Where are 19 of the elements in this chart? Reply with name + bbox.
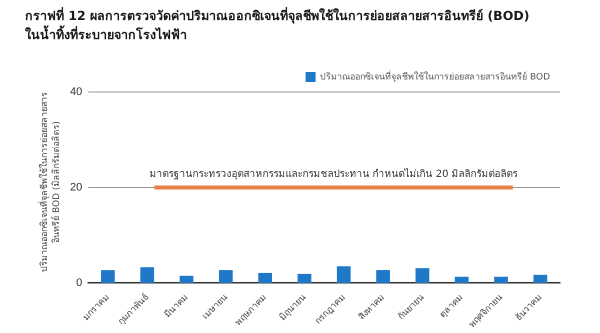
bar: [180, 276, 194, 283]
y-tick-label: 20: [70, 182, 82, 194]
bar: [298, 274, 312, 283]
bar: [101, 270, 115, 283]
bar: [336, 266, 351, 283]
bar: [533, 274, 548, 283]
chart-title: กราฟที่ 12 ผลการตรวจวัดค่าปริมาณออกซิเจนที่จุลชีพใช้ในการย่อยสลายสารอินทรีย์ (BOD) ในน้ำทิ้งที่ระบายจากโรงไฟฟ้า: [25, 6, 530, 44]
bar: [454, 276, 469, 283]
y-axis-title: ปริมาณออกซิเจนที่จุลชีพใช้ในการย่อยสลายสารอินทรีย์ BOD (มิลลิกรัมต่อลิตร): [40, 92, 62, 272]
y-tick-label: 40: [70, 86, 82, 98]
bar: [258, 272, 272, 283]
y-tick-label: 0: [76, 276, 82, 289]
bar: [376, 270, 390, 283]
bar: [494, 276, 508, 283]
bar: [218, 270, 233, 283]
legend-label: ปริมาณออกซิเจนที่จุลชีพใช้ในการย่อยสลายสารอินทรีย์ BOD: [320, 69, 550, 82]
bar: [416, 268, 430, 283]
ref-line-label: มาตรฐานกระทรวงอุตสาหกรรมและกรมชลประทาน กำหนดไม่เกิน 20 มิลลิกรัมต่อลิตร: [149, 168, 519, 180]
bar: [140, 267, 154, 283]
